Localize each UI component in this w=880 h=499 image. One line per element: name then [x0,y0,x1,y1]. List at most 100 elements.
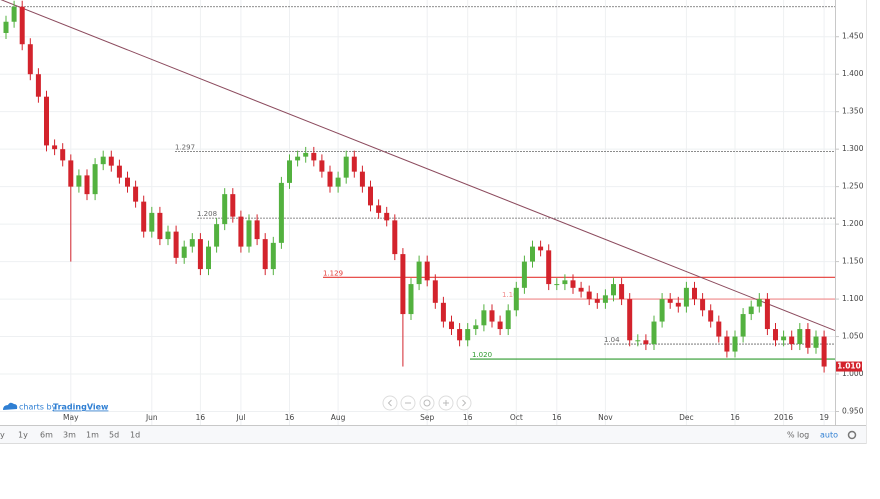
candle-body [805,329,811,348]
range-button[interactable]: 1m [86,431,99,440]
candle-body [627,299,633,341]
brand-link[interactable]: TradingView [53,403,109,412]
scroll-left[interactable] [382,395,398,411]
candle-body [319,160,325,172]
candle-body [230,194,236,217]
candle-body [149,212,155,232]
candle-body [659,299,665,322]
range-button[interactable]: 3m [63,431,76,440]
level-label: 1.129 [323,269,343,277]
candle-body [19,6,25,45]
x-tick-label: Jul [235,413,245,422]
y-tick-label: 1.450 [842,32,864,41]
candle-body [756,299,762,307]
candle-body [643,340,649,345]
candle-body [206,246,211,270]
candle-body [449,321,454,330]
y-tick-label: 1.350 [842,107,864,116]
candle-body [327,171,333,187]
candle-body [813,336,819,348]
candle-body [295,156,301,161]
range-button[interactable]: 1d [130,431,140,440]
x-tick-label: Sep [420,413,434,422]
candle-body [692,287,697,300]
candle-body [773,329,778,341]
candle-body [740,314,746,337]
candle-body [165,231,171,240]
candle-body [400,254,406,315]
candle-body [278,182,284,243]
log-toggle[interactable]: log [797,431,809,440]
x-tick-label: 16 [552,413,562,422]
candle-body [457,329,463,341]
candle-body [700,299,706,311]
candle-body [675,302,681,307]
navigation-buttons [382,395,472,411]
candle-body [724,336,730,352]
candle-body [586,291,592,300]
auto-toggle[interactable]: auto [820,431,838,440]
percent-toggle[interactable]: % [787,431,795,440]
candle-body [667,299,673,303]
last-price-label: 1.010 [837,362,861,371]
y-tick-label: 1.150 [842,257,864,266]
candle-body [821,336,827,367]
candle-body [748,306,754,315]
x-tick-label: Nov [598,413,613,422]
candle-body [716,321,722,337]
candle-body [52,145,58,150]
candle-body [246,220,252,247]
range-button[interactable]: 6m [40,431,53,440]
brand-logo [3,402,18,410]
candle-body [594,299,600,303]
candle-body [789,336,795,345]
y-tick-label: 1.000 [842,369,864,378]
candle-body [254,220,260,240]
candle-body [376,205,382,213]
level-label: 1.10 [502,291,518,299]
reset[interactable] [419,395,435,411]
candle-body [392,220,398,255]
candle-body [222,194,228,225]
candle-body [351,156,357,172]
candle-body [287,160,292,183]
axes: 0.950 1.000 1.050 1.100 1.150 1.200 1.250 1.300… [63,32,864,422]
x-tick-label: 16 [730,413,740,422]
candle-body [578,287,584,292]
candle-body [157,212,163,240]
range-buttons: y 1y 6m 3m 1m 5d 1d [0,431,140,440]
candle-body [570,280,576,288]
candle-body [481,310,487,326]
x-tick-label: Jun [145,413,158,422]
bottom-toolbar [0,426,866,443]
candle-body [116,165,122,178]
candle-body [651,321,657,345]
x-tick-label: 16 [463,413,473,422]
y-tick-label: 1.050 [842,332,864,341]
candle-body [562,280,568,285]
candle-body [797,329,803,345]
scroll-right[interactable] [456,395,472,411]
candle-body [764,299,770,330]
range-button[interactable]: 5d [109,431,119,440]
candle-body [530,246,535,262]
candle-body [76,175,82,187]
trendline [0,0,836,332]
x-tick-label: Aug [331,413,346,422]
candle-body [732,336,738,352]
candle-body [60,149,66,161]
watermark: charts by TradingView [3,403,109,412]
candle-body [44,96,49,146]
candle-body [384,212,390,221]
x-tick-label: 16 [196,413,206,422]
range-button[interactable]: y [0,431,5,440]
y-tick-label: 0.950 [842,407,864,416]
range-button[interactable]: 1y [18,431,28,440]
icon [387,399,392,407]
candle-body [465,329,471,341]
settings-button[interactable] [847,430,857,440]
candle-body [521,261,527,288]
candle-body [181,246,187,258]
